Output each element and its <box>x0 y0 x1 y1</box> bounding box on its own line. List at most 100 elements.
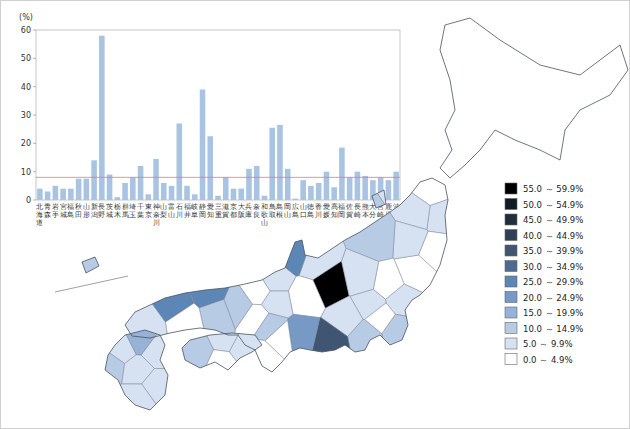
category-label: 熊本 <box>362 203 369 219</box>
tick <box>33 86 36 87</box>
category-char: 新 <box>91 203 98 211</box>
legend-swatch <box>505 245 517 256</box>
category-char: 島 <box>307 211 314 219</box>
category-label: 香川 <box>315 203 322 219</box>
prefecture <box>252 313 288 341</box>
bar <box>300 180 306 200</box>
bar <box>262 196 268 200</box>
category-char: 岡 <box>199 211 206 219</box>
category-label: 宮城 <box>59 203 67 219</box>
category-char: 山 <box>160 203 167 211</box>
bar <box>122 183 128 200</box>
category-char: 山 <box>284 211 291 219</box>
legend-label: 0.0 ～ 4.9% <box>523 355 573 365</box>
category-label: 北海道 <box>36 203 43 227</box>
category-label: 徳島 <box>307 203 314 219</box>
coastline <box>372 190 386 208</box>
bar <box>316 183 322 200</box>
island-hokkaido <box>0 0 630 429</box>
prefecture <box>90 0 233 308</box>
prefecture <box>382 314 630 429</box>
legend-swatch <box>505 292 517 303</box>
category-char: 京 <box>145 211 152 219</box>
category-char: 岡 <box>338 211 345 219</box>
category-char: 埼 <box>128 203 136 211</box>
prefecture <box>393 221 428 259</box>
tick-label: 50 <box>21 54 31 63</box>
category-label: 福井 <box>184 203 191 219</box>
category-label: 岩手 <box>52 203 59 219</box>
tick-label: 0 <box>26 196 31 205</box>
category-char: 道 <box>36 219 43 227</box>
category-char: 島 <box>67 211 74 219</box>
category-char: 神 <box>153 203 160 211</box>
bar <box>146 194 152 200</box>
category-char: 三 <box>215 203 222 211</box>
category-label: 秋田 <box>75 203 82 219</box>
category-char: 岐 <box>191 203 198 211</box>
coastline <box>440 18 628 178</box>
category-label: 三重 <box>215 203 222 219</box>
category-char: 愛 <box>323 203 330 211</box>
bar <box>285 169 291 200</box>
legend-label: 5.0 ～ 9.9% <box>523 339 573 349</box>
category-char: 奈 <box>253 203 260 211</box>
coastline <box>105 330 168 410</box>
category-label: 東京 <box>145 203 152 219</box>
category-char: 東 <box>145 203 152 211</box>
category-label: 長崎 <box>354 203 361 219</box>
coastline <box>125 178 448 372</box>
category-char: 島 <box>276 203 283 211</box>
category-char: 徳 <box>307 203 314 211</box>
category-char: 熊 <box>362 203 369 211</box>
category-char: 井 <box>184 211 191 219</box>
category-label: 愛媛 <box>323 203 330 219</box>
bar <box>107 175 113 201</box>
category-char: 群 <box>122 203 129 211</box>
category-label: 神奈川 <box>153 203 160 227</box>
category-char: 阜 <box>191 211 198 219</box>
tick-label: 20 <box>21 139 31 148</box>
category-char: 野 <box>98 211 105 219</box>
category-label: 滋賀 <box>222 203 229 219</box>
legend-swatch <box>505 323 517 334</box>
prefecture <box>45 0 415 352</box>
legend-swatch <box>505 199 517 210</box>
category-char: 田 <box>75 211 82 219</box>
bar <box>362 176 368 200</box>
tick-label: 30 <box>21 111 31 120</box>
category-char: 青 <box>44 203 51 211</box>
bar <box>223 177 229 200</box>
prefecture <box>0 0 214 429</box>
category-char: 都 <box>230 211 237 219</box>
category-char: 宮 <box>60 203 67 211</box>
legend-label: 55.0 ～ 59.9% <box>523 184 583 194</box>
bar <box>347 177 353 200</box>
reference-line <box>36 177 400 178</box>
category-char: 鳥 <box>268 203 276 211</box>
category-char: 重 <box>215 211 222 219</box>
bar <box>99 36 105 200</box>
category-label: 長野 <box>98 203 105 219</box>
category-char: 秋 <box>75 203 82 211</box>
bar <box>238 189 244 200</box>
legend-label: 40.0 ～ 44.9% <box>523 231 583 241</box>
category-label: 福岡 <box>338 203 345 219</box>
tick <box>33 30 36 31</box>
category-char: 賀 <box>222 211 229 219</box>
bar <box>339 148 345 200</box>
bar <box>138 166 144 200</box>
category-char: 川 <box>176 211 183 219</box>
island-honshu <box>0 0 630 429</box>
category-char: 茨 <box>106 203 113 211</box>
bar <box>115 197 121 200</box>
category-char: 岡 <box>284 203 291 211</box>
category-char: 本 <box>362 211 369 219</box>
bar <box>324 172 330 200</box>
tick <box>33 200 36 201</box>
tick <box>33 115 36 116</box>
prefecture <box>0 0 630 429</box>
tick-label: 60 <box>21 26 31 35</box>
prefecture <box>348 319 397 429</box>
bar <box>169 186 175 200</box>
